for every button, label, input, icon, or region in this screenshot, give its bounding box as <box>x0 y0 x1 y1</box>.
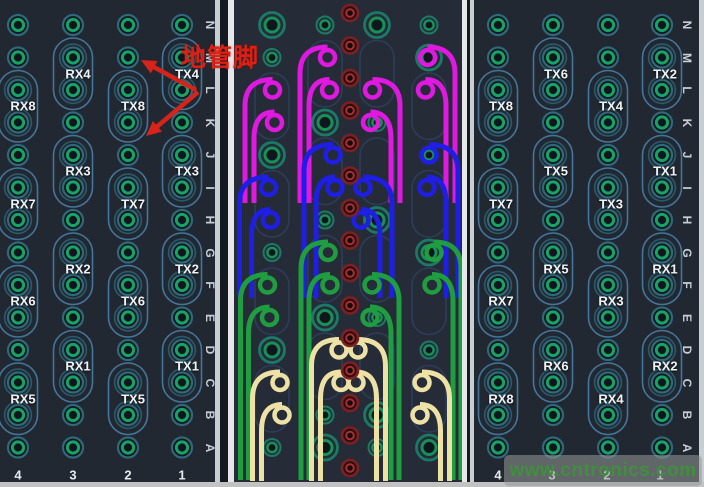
diff-pair-stadium-RX3 <box>52 134 94 208</box>
left-pcb-panel-pads <box>0 13 203 459</box>
diff-pair-stadium-RX8 <box>477 362 519 436</box>
diff-pair-stadium-RX4 <box>587 362 629 436</box>
watermark-badge: www.cntronics.com <box>504 455 702 486</box>
diff-pair-stadium-TX6 <box>107 264 149 338</box>
diff-pair-stadium-RX1 <box>641 232 683 306</box>
watermark-text: www.cntronics.com <box>509 459 697 481</box>
trace-layer-2-blue <box>237 142 461 298</box>
diff-pair-stadium-TX2 <box>641 37 683 111</box>
diff-pair-stadium-RX6 <box>0 264 39 338</box>
diff-pair-stadium-RX1 <box>52 329 94 403</box>
trace-layer-4-cream <box>250 337 452 481</box>
diff-pair-stadium-TX4 <box>587 69 629 143</box>
routing-trace-layers <box>237 44 462 481</box>
diff-pair-stadium-RX5 <box>0 362 39 436</box>
diff-pair-stadium-RX7 <box>477 264 519 338</box>
annotation-arrows <box>141 60 200 136</box>
diff-pair-stadium-RX6 <box>532 329 574 403</box>
ground-pin-annotation: 地管脚 <box>181 43 260 72</box>
diff-pair-stadium-TX3 <box>587 167 629 241</box>
diff-pair-stadium-TX8 <box>107 69 149 143</box>
right-pcb-panel-pads <box>477 13 683 459</box>
diff-pair-stadium-RX8 <box>0 69 39 143</box>
diff-pair-stadium-TX3 <box>161 134 203 208</box>
diff-pair-stadium-TX1 <box>161 329 203 403</box>
ground-via-column <box>340 3 360 478</box>
trace-layer-1-magenta <box>242 44 458 203</box>
diff-pair-stadium-RX5 <box>532 232 574 306</box>
diff-pair-stadium-TX2 <box>161 232 203 306</box>
diff-pair-stadium-TX8 <box>477 69 519 143</box>
diff-pair-stadium-TX7 <box>477 167 519 241</box>
diff-pair-stadium-TX7 <box>107 167 149 241</box>
diff-pair-stadium-RX2 <box>641 329 683 403</box>
diff-pair-stadium-RX2 <box>52 232 94 306</box>
diff-pair-stadium-RX4 <box>52 37 94 111</box>
diff-pair-stadium-TX1 <box>641 134 683 208</box>
trace-layer-3-green <box>238 239 462 480</box>
diff-pair-stadium-TX5 <box>532 134 574 208</box>
diff-pair-stadium-RX3 <box>587 264 629 338</box>
diff-pair-stadium-RX7 <box>0 167 39 241</box>
diff-pair-stadium-TX6 <box>532 37 574 111</box>
diff-pair-stadium-TX5 <box>107 362 149 436</box>
